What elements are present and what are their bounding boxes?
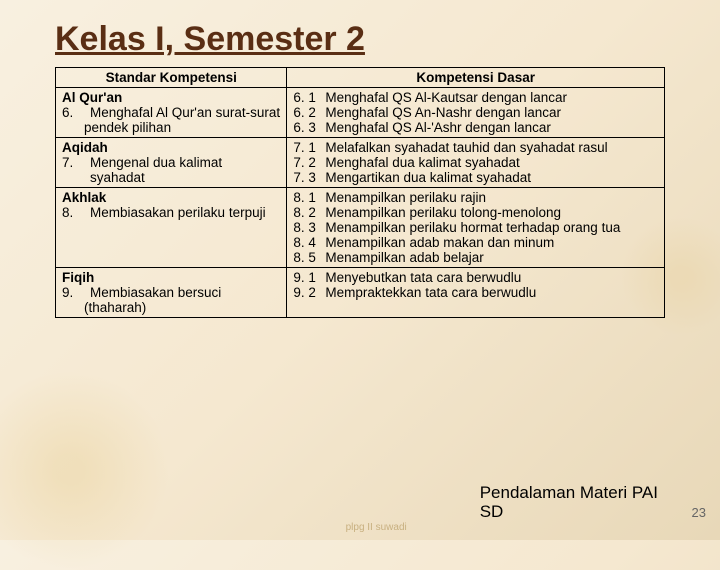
cell-dasar: 6. 1Menghafal QS Al-Kautsar dengan lanca… (287, 88, 665, 138)
cell-standar: Fiqih9.Membiasakan bersuci(thaharah) (56, 268, 287, 318)
slide-container: Kelas I, Semester 2 Standar Kompetensi K… (0, 0, 720, 328)
footer-title: Pendalaman Materi PAI SD (480, 483, 658, 522)
decoration-left (0, 370, 170, 570)
header-standar: Standar Kompetensi (56, 68, 287, 88)
table-row: Fiqih9.Membiasakan bersuci(thaharah)9. 1… (56, 268, 665, 318)
table-row: Akhlak8.Membiasakan perilaku terpuji8. 1… (56, 188, 665, 268)
kd-item: 7. 2Menghafal dua kalimat syahadat (293, 155, 658, 170)
kd-item: 6. 2Menghafal QS An-Nashr dengan lancar (293, 105, 658, 120)
kd-item: 8. 5Menampilkan adab belajar (293, 250, 658, 265)
watermark: plpg II suwadi (346, 522, 407, 533)
cell-dasar: 8. 1Menampilkan perilaku rajin8. 2Menamp… (287, 188, 665, 268)
section-label: Al Qur'an (62, 90, 280, 105)
kd-item: 8. 4Menampilkan adab makan dan minum (293, 235, 658, 250)
cell-dasar: 9. 1Menyebutkan tata cara berwudlu9. 2Me… (287, 268, 665, 318)
table-row: Aqidah7.Mengenal dua kalimat syahadat 7. … (56, 138, 665, 188)
section-label: Akhlak (62, 190, 280, 205)
table-row: Al Qur'an6.Menghafal Al Qur'an surat-sur… (56, 88, 665, 138)
kd-item: 8. 2Menampilkan perilaku tolong-menolong (293, 205, 658, 220)
header-dasar: Kompetensi Dasar (287, 68, 665, 88)
page-number: 23 (692, 505, 706, 520)
section-label: Aqidah (62, 140, 280, 155)
kd-item: 6. 3Menghafal QS Al-'Ashr dengan lancar (293, 120, 658, 135)
page-title: Kelas I, Semester 2 (55, 20, 665, 59)
kd-item: 8. 3Menampilkan perilaku hormat terhadap… (293, 220, 658, 235)
cell-standar: Aqidah7.Mengenal dua kalimat syahadat (56, 138, 287, 188)
cell-dasar: 7. 1Melafalkan syahadat tauhid dan syaha… (287, 138, 665, 188)
competency-table: Standar Kompetensi Kompetensi Dasar Al Q… (55, 67, 665, 318)
section-label: Fiqih (62, 270, 280, 285)
cell-standar: Akhlak8.Membiasakan perilaku terpuji (56, 188, 287, 268)
kd-item: 7. 3Mengartikan dua kalimat syahadat (293, 170, 658, 185)
cell-standar: Al Qur'an6.Menghafal Al Qur'an surat-sur… (56, 88, 287, 138)
kd-item: 9. 2Mempraktekkan tata cara berwudlu (293, 285, 658, 300)
kd-item: 8. 1Menampilkan perilaku rajin (293, 190, 658, 205)
kd-item: 6. 1Menghafal QS Al-Kautsar dengan lanca… (293, 90, 658, 105)
kd-item: 9. 1Menyebutkan tata cara berwudlu (293, 270, 658, 285)
kd-item: 7. 1Melafalkan syahadat tauhid dan syaha… (293, 140, 658, 155)
